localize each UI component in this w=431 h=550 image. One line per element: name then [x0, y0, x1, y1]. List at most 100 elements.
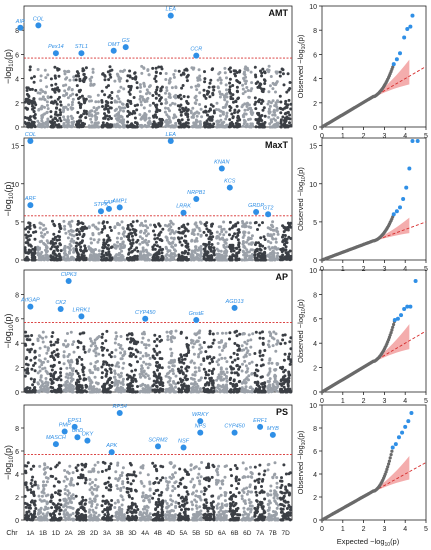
- significant-snp-lea: [167, 12, 174, 19]
- significant-snp-fap: [105, 205, 112, 212]
- significant-snp-stpk: [97, 208, 104, 215]
- y-tick-label: 8: [313, 292, 317, 299]
- chr-label: 4A: [141, 530, 150, 537]
- gene-label: GnD: [72, 428, 83, 434]
- gene-label: NRPB1: [187, 190, 205, 196]
- y-tick-label: 4: [313, 341, 317, 348]
- x-tick-label: 5: [424, 526, 428, 533]
- gene-label: COL: [33, 16, 44, 22]
- gene-label: KNAN: [214, 160, 229, 166]
- gene-label: CK2: [55, 300, 66, 306]
- y-tick-label: 2: [313, 495, 317, 502]
- y-tick-label: 2: [15, 101, 19, 108]
- y-tick-label: 6: [313, 449, 317, 456]
- y-axis-label: −log10(p): [3, 445, 15, 480]
- panel-title: MaxT: [265, 140, 289, 150]
- chr-label: 1D: [52, 530, 61, 537]
- top-qq-point: [393, 442, 398, 447]
- top-qq-point: [400, 430, 405, 435]
- x-tick-label: 0: [320, 133, 324, 140]
- top-qq-point: [406, 419, 411, 424]
- x-tick-label: 0: [320, 266, 324, 273]
- chr-label: 4D: [167, 530, 176, 537]
- gene-label: NPS: [195, 424, 207, 430]
- x-tick-label: 1: [341, 266, 345, 273]
- y-tick-label: 10: [309, 403, 317, 410]
- top-qq-point: [404, 185, 409, 190]
- x-tick-label: 1: [341, 526, 345, 533]
- gene-label: GT2: [263, 205, 274, 211]
- significant-snp-cipk3: [65, 277, 72, 284]
- y-tick-label: 2: [15, 495, 19, 502]
- y-tick-label: 10: [309, 4, 317, 11]
- gene-label: CYP450: [135, 310, 156, 316]
- gene-label: LEA: [166, 7, 177, 13]
- x-tick-label: 5: [424, 266, 428, 273]
- significant-snp-wrky: [197, 418, 204, 425]
- top-qq-point: [408, 304, 413, 309]
- manhattan-plot-ap: 0 2 4 6 8 −log10(p) ArfGAP CIPK3 CK2 LRRK1 CYP450 G…: [3, 269, 293, 397]
- qq-plot-1: 0 2 4 6 8 10 0 1 2 3 4 5 Observed −log10(p): [296, 4, 428, 140]
- significant-snp-gnste: [193, 317, 200, 324]
- x-tick-label: 5: [424, 398, 428, 405]
- significant-snp-grdp: [253, 208, 260, 215]
- significant-snp-apk: [108, 449, 115, 456]
- top-qq-point: [403, 424, 408, 429]
- significant-snp-gt2: [265, 211, 272, 218]
- significant-snp-rps4: [116, 410, 123, 417]
- y-tick-label: 0: [15, 258, 19, 265]
- gene-label: WRKY: [192, 412, 209, 418]
- gene-label: COL: [25, 132, 36, 138]
- background-snps: [23, 329, 293, 394]
- top-qq-point: [390, 445, 395, 450]
- x-tick-label: 2: [362, 398, 366, 405]
- y-tick-label: 5: [313, 220, 317, 227]
- top-qq-point: [401, 197, 406, 201]
- chr-label: 7A: [256, 530, 265, 537]
- y-tick-label: 8: [15, 426, 19, 433]
- y-tick-label: 2: [15, 366, 19, 373]
- chr-label: 1A: [26, 530, 35, 537]
- y-tick-label: 5: [15, 220, 19, 227]
- significant-snp-ccr: [193, 52, 200, 59]
- significant-snp-lrrk: [180, 209, 187, 216]
- x-tick-label: 1: [341, 398, 345, 405]
- chr-label: 6D: [243, 530, 252, 537]
- top-qq-point: [413, 278, 418, 283]
- significant-snp-kcs: [226, 184, 233, 191]
- significant-snp-omt: [110, 47, 117, 54]
- x-tick-label: 1: [341, 133, 345, 140]
- y-tick-label: 6: [313, 317, 317, 324]
- x-tick-label: 0: [320, 398, 324, 405]
- gene-label: LRRK: [176, 204, 191, 210]
- y-axis-label: −log10(p): [3, 182, 15, 217]
- significant-snp-lrrk1: [78, 313, 85, 320]
- x-tick-label: 4: [403, 526, 407, 533]
- y-tick-label: 10: [11, 182, 19, 189]
- significant-snp-nps: [197, 429, 204, 436]
- significant-snp-nsf: [180, 444, 187, 451]
- significant-snp-stl1: [78, 50, 85, 57]
- top-qq-point: [408, 24, 413, 29]
- top-qq-point: [410, 139, 415, 144]
- significant-snp-cyp450: [231, 429, 238, 436]
- background-snps: [23, 64, 293, 129]
- observed-points: [320, 449, 394, 522]
- x-tick-label: 4: [403, 398, 407, 405]
- y-tick-label: 15: [11, 144, 19, 151]
- y-tick-label: 4: [313, 77, 317, 84]
- significant-snp-scrm2: [155, 443, 161, 450]
- y-tick-label: 2: [313, 101, 317, 108]
- gene-label: CCR: [190, 47, 202, 53]
- significant-snp-agd13: [231, 304, 238, 311]
- y-tick-label: 6: [15, 317, 19, 324]
- chr-label: 3D: [128, 530, 137, 537]
- gene-label: STL1: [75, 44, 88, 50]
- gene-label: MASCH: [46, 435, 66, 441]
- y-tick-label: 0: [15, 518, 19, 525]
- background-snps: [23, 460, 293, 522]
- x-tick-label: 2: [362, 526, 366, 533]
- significant-snp-erf1: [257, 423, 264, 430]
